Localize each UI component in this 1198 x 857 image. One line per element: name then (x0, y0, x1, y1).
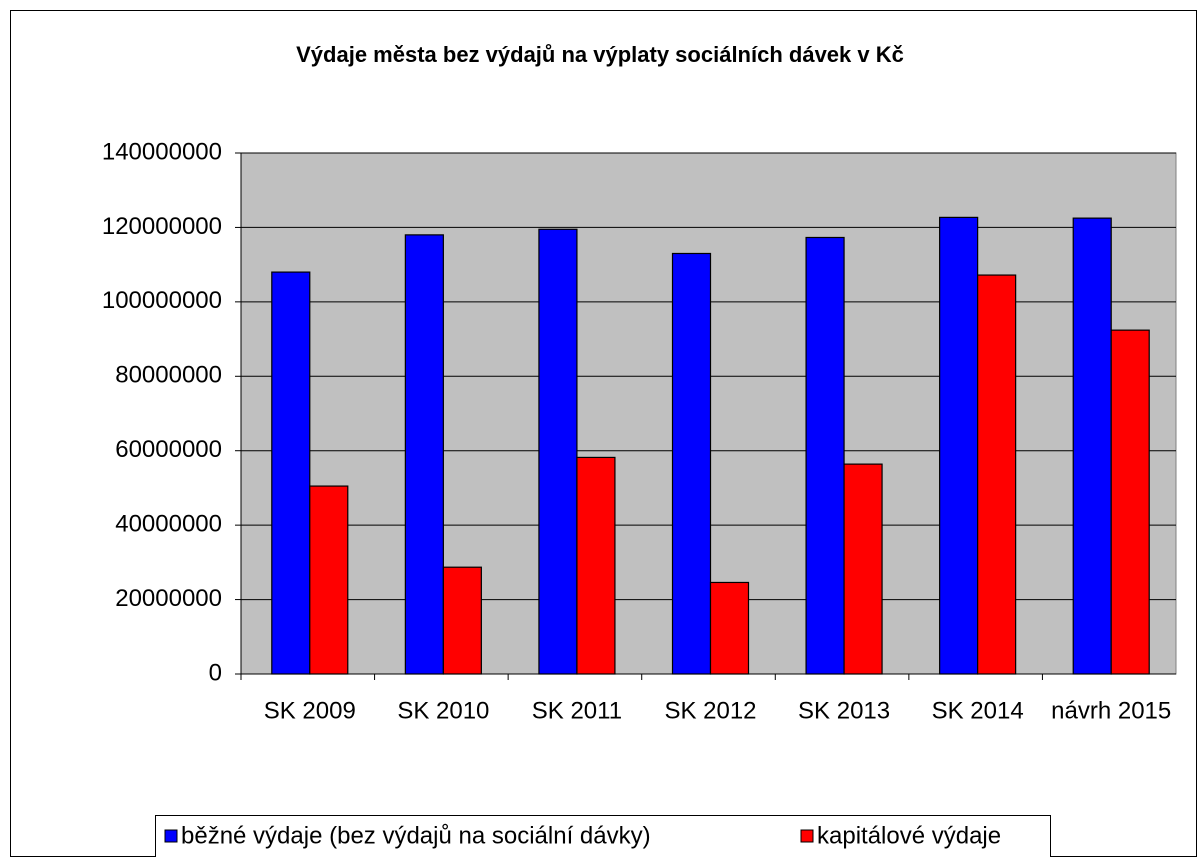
y-tick-label: 80000000 (115, 362, 222, 389)
legend-label: běžné výdaje (bez výdajů na sociální dáv… (181, 822, 651, 849)
x-tick-label: SK 2010 (397, 697, 489, 724)
y-tick-label: 60000000 (115, 436, 222, 463)
y-tick-label: 100000000 (102, 287, 222, 314)
bar (576, 456, 616, 675)
y-tick-label: 120000000 (102, 213, 222, 240)
y-tick-label: 140000000 (102, 138, 222, 165)
bar (538, 228, 578, 675)
x-tick-label: SK 2013 (798, 697, 890, 724)
bar (843, 463, 883, 675)
bar (671, 252, 712, 675)
legend-swatch (800, 829, 814, 843)
bar (1072, 217, 1112, 675)
bar (939, 216, 979, 675)
y-tick-label: 0 (209, 659, 222, 686)
bar (404, 234, 444, 675)
legend-swatch (164, 829, 178, 843)
x-tick-label: SK 2012 (664, 697, 756, 724)
bar (271, 271, 311, 675)
x-tick-label: návrh 2015 (1051, 697, 1171, 724)
y-tick-label: 40000000 (115, 510, 222, 537)
y-tick-label: 20000000 (115, 585, 222, 612)
x-tick-label: SK 2011 (532, 697, 622, 724)
bar (709, 581, 750, 675)
chart-title: Výdaje města bez výdajů na výplaty sociá… (296, 42, 904, 67)
bar (805, 236, 845, 675)
bar (309, 485, 349, 675)
bar (977, 274, 1017, 675)
bar (1110, 329, 1150, 675)
bar (442, 566, 482, 675)
legend-label: kapitálové výdaje (817, 822, 1001, 849)
legend-box (155, 815, 1051, 857)
x-tick-label: SK 2009 (264, 697, 356, 724)
x-tick-label: SK 2014 (932, 697, 1024, 724)
